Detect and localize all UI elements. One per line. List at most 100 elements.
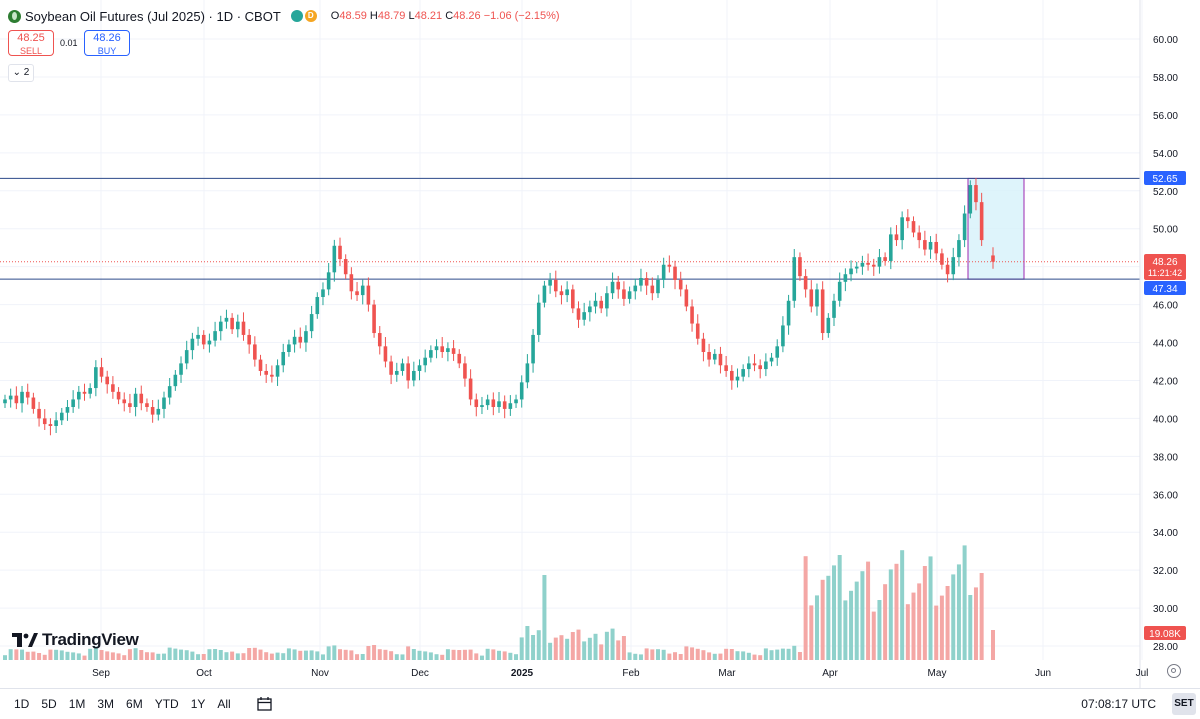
- tradingview-logo[interactable]: TradingView: [12, 630, 139, 650]
- candle-body: [877, 257, 882, 267]
- candle-body: [343, 259, 348, 275]
- market-open-icon[interactable]: [290, 10, 303, 22]
- candle-body: [383, 346, 388, 362]
- utc-clock[interactable]: 07:08:17 UTC: [1081, 697, 1156, 711]
- volume-bar: [939, 595, 944, 660]
- candle-body: [616, 281, 621, 290]
- candle-body: [752, 363, 757, 366]
- candle-body: [633, 285, 638, 292]
- candle-body: [275, 365, 280, 377]
- range-ytd[interactable]: YTD: [154, 697, 179, 711]
- price-tick-label: 58.00: [1153, 73, 1178, 84]
- volume-bar: [457, 650, 462, 660]
- candle-body: [355, 291, 359, 296]
- volume-bar: [423, 651, 428, 660]
- volume-bar: [604, 631, 609, 660]
- horizontal-lines[interactable]: [0, 177, 1140, 280]
- candle-body: [940, 253, 944, 265]
- volume-bar: [877, 600, 882, 660]
- volume-bar: [905, 604, 910, 660]
- price-chart[interactable]: 60.0058.0056.0054.0052.0050.0048.0046.00…: [0, 0, 1200, 688]
- candle-body: [979, 202, 984, 241]
- candle-body: [888, 234, 893, 261]
- volume-bar: [71, 652, 76, 660]
- range-3m[interactable]: 3M: [97, 697, 115, 711]
- volume-bar: [332, 645, 337, 660]
- volume-bar: [281, 653, 286, 660]
- candle-body: [65, 407, 70, 413]
- volume-bar: [156, 653, 161, 660]
- volume-bar: [673, 652, 678, 660]
- candle-body: [451, 348, 456, 354]
- volume-bar: [451, 649, 456, 660]
- volume-bar: [59, 650, 64, 660]
- time-tick-label: May: [928, 668, 947, 679]
- buy-button[interactable]: 48.26 BUY: [84, 30, 130, 56]
- candle-body: [241, 321, 246, 335]
- candle-body: [287, 344, 291, 353]
- volume-bar: [218, 650, 223, 660]
- time-tick-label: Oct: [196, 668, 212, 679]
- candle-body: [491, 399, 496, 408]
- candle-body: [690, 306, 694, 324]
- candle-body: [661, 264, 666, 280]
- candle-body: [588, 306, 592, 313]
- candle-body: [48, 424, 53, 426]
- session-set-button[interactable]: SET: [1172, 693, 1196, 715]
- delayed-data-badge[interactable]: D: [304, 10, 317, 22]
- volume-bar: [661, 649, 666, 660]
- candle-body: [207, 340, 212, 345]
- volume-bar: [792, 645, 797, 660]
- soybean-oil-icon: [8, 9, 21, 23]
- range-1y[interactable]: 1Y: [190, 697, 206, 711]
- candle-body: [292, 336, 297, 345]
- candle-body: [542, 285, 547, 303]
- range-6m[interactable]: 6M: [126, 697, 143, 711]
- volume-bar: [127, 649, 132, 660]
- price-axis[interactable]: 60.0058.0056.0054.0052.0050.0048.0046.00…: [1139, 0, 1178, 688]
- symbol-header[interactable]: Soybean Oil Futures (Jul 2025) · 1D · CB…: [8, 6, 560, 26]
- volume-bar: [303, 650, 308, 660]
- gear-icon[interactable]: [1167, 664, 1181, 678]
- candle-body: [326, 272, 331, 290]
- volume-bar: [88, 648, 93, 660]
- range-all[interactable]: All: [217, 697, 231, 711]
- volume-bar: [355, 654, 360, 660]
- range-5d[interactable]: 5D: [41, 697, 57, 711]
- candle-body: [360, 285, 365, 296]
- candle-body: [457, 353, 462, 364]
- candle-body: [309, 314, 314, 332]
- time-tick-label: Apr: [822, 668, 838, 679]
- go-to-date-calendar-icon[interactable]: [257, 697, 273, 711]
- range-1d[interactable]: 1D: [14, 697, 30, 711]
- symbol-title[interactable]: Soybean Oil Futures (Jul 2025) · 1D · CB…: [25, 8, 281, 24]
- volume-bar: [343, 649, 348, 660]
- sell-button[interactable]: 48.25 SELL: [8, 30, 54, 56]
- candle-body: [400, 363, 405, 371]
- candle-body: [962, 213, 967, 241]
- volume-bar: [3, 655, 7, 660]
- candle-body: [991, 255, 995, 262]
- candle-body: [236, 321, 240, 330]
- volume-bar: [525, 626, 530, 660]
- volume-bar: [832, 565, 837, 660]
- volume-bar: [93, 646, 98, 660]
- range-1m[interactable]: 1M: [68, 697, 86, 711]
- volume-bar: [190, 651, 195, 660]
- indicators-toggle[interactable]: ⌄ 2: [8, 64, 34, 82]
- candle-body: [923, 240, 927, 250]
- volume-bar: [264, 652, 269, 660]
- volume-bar: [105, 651, 110, 660]
- candle-body: [718, 353, 723, 366]
- candle-body: [565, 289, 569, 296]
- volume-bar: [468, 649, 473, 660]
- volume-bar: [479, 655, 484, 660]
- high-value: 48.79: [377, 10, 406, 22]
- volume-bar: [366, 646, 371, 660]
- time-axis[interactable]: Sep Oct Nov Dec 2025 Feb Mar Apr May Jun Jul: [92, 668, 1148, 679]
- volume-bar: [542, 575, 547, 660]
- volume-bar: [82, 655, 87, 660]
- volume-bar: [678, 654, 683, 660]
- volume-bar: [797, 652, 802, 660]
- time-tick-label: Mar: [718, 668, 736, 679]
